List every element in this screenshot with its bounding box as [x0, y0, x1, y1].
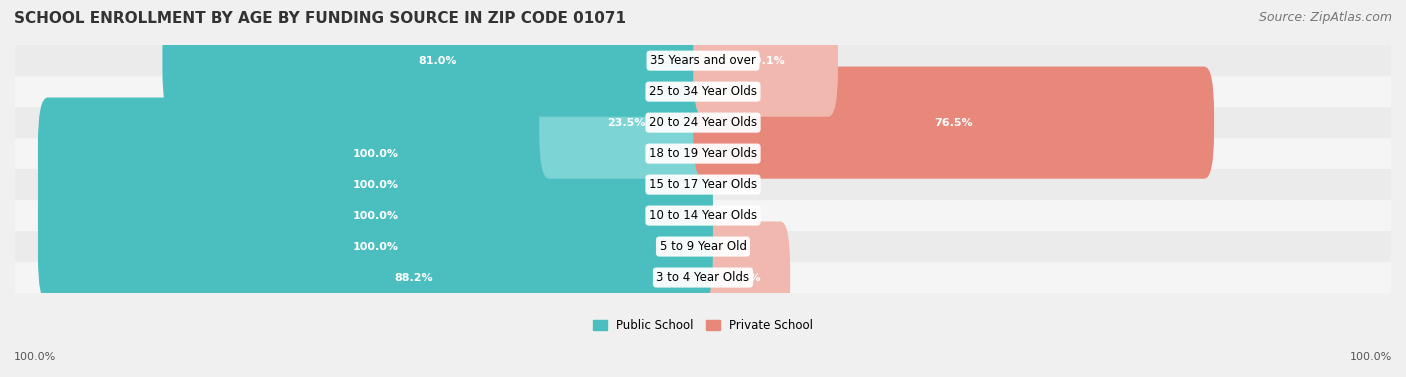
Text: 23.5%: 23.5%	[607, 118, 645, 128]
Text: 88.2%: 88.2%	[395, 273, 433, 282]
FancyBboxPatch shape	[15, 200, 1391, 231]
FancyBboxPatch shape	[693, 221, 790, 334]
Text: 0.0%: 0.0%	[710, 242, 738, 251]
FancyBboxPatch shape	[38, 98, 713, 210]
Text: 0.0%: 0.0%	[668, 87, 696, 97]
Text: 15 to 17 Year Olds: 15 to 17 Year Olds	[650, 178, 756, 191]
Text: SCHOOL ENROLLMENT BY AGE BY FUNDING SOURCE IN ZIP CODE 01071: SCHOOL ENROLLMENT BY AGE BY FUNDING SOUR…	[14, 11, 626, 26]
Text: 0.0%: 0.0%	[710, 179, 738, 190]
FancyBboxPatch shape	[15, 231, 1391, 262]
Text: 100.0%: 100.0%	[353, 179, 398, 190]
FancyBboxPatch shape	[15, 107, 1391, 138]
FancyBboxPatch shape	[15, 138, 1391, 169]
Text: 100.0%: 100.0%	[353, 149, 398, 159]
FancyBboxPatch shape	[15, 262, 1391, 293]
Text: 100.0%: 100.0%	[353, 242, 398, 251]
Text: 100.0%: 100.0%	[353, 211, 398, 221]
Text: 18 to 19 Year Olds: 18 to 19 Year Olds	[650, 147, 756, 160]
FancyBboxPatch shape	[693, 66, 1215, 179]
Text: 76.5%: 76.5%	[935, 118, 973, 128]
FancyBboxPatch shape	[538, 66, 713, 179]
Text: 11.8%: 11.8%	[723, 273, 761, 282]
FancyBboxPatch shape	[38, 190, 713, 303]
Text: 10 to 14 Year Olds: 10 to 14 Year Olds	[650, 209, 756, 222]
FancyBboxPatch shape	[693, 5, 838, 117]
Text: 5 to 9 Year Old: 5 to 9 Year Old	[659, 240, 747, 253]
Text: 25 to 34 Year Olds: 25 to 34 Year Olds	[650, 85, 756, 98]
Text: 20 to 24 Year Olds: 20 to 24 Year Olds	[650, 116, 756, 129]
Text: 0.0%: 0.0%	[710, 211, 738, 221]
FancyBboxPatch shape	[38, 159, 713, 272]
Text: 0.0%: 0.0%	[710, 149, 738, 159]
FancyBboxPatch shape	[15, 45, 1391, 76]
FancyBboxPatch shape	[115, 221, 713, 334]
Text: 100.0%: 100.0%	[14, 352, 56, 362]
FancyBboxPatch shape	[163, 5, 713, 117]
Text: 0.0%: 0.0%	[710, 87, 738, 97]
Text: 3 to 4 Year Olds: 3 to 4 Year Olds	[657, 271, 749, 284]
FancyBboxPatch shape	[38, 129, 713, 241]
Text: Source: ZipAtlas.com: Source: ZipAtlas.com	[1258, 11, 1392, 24]
Text: 81.0%: 81.0%	[419, 56, 457, 66]
FancyBboxPatch shape	[15, 169, 1391, 200]
FancyBboxPatch shape	[15, 76, 1391, 107]
Text: 100.0%: 100.0%	[1350, 352, 1392, 362]
Legend: Public School, Private School: Public School, Private School	[593, 319, 813, 332]
Text: 19.1%: 19.1%	[747, 56, 785, 66]
Text: 35 Years and over: 35 Years and over	[650, 54, 756, 67]
